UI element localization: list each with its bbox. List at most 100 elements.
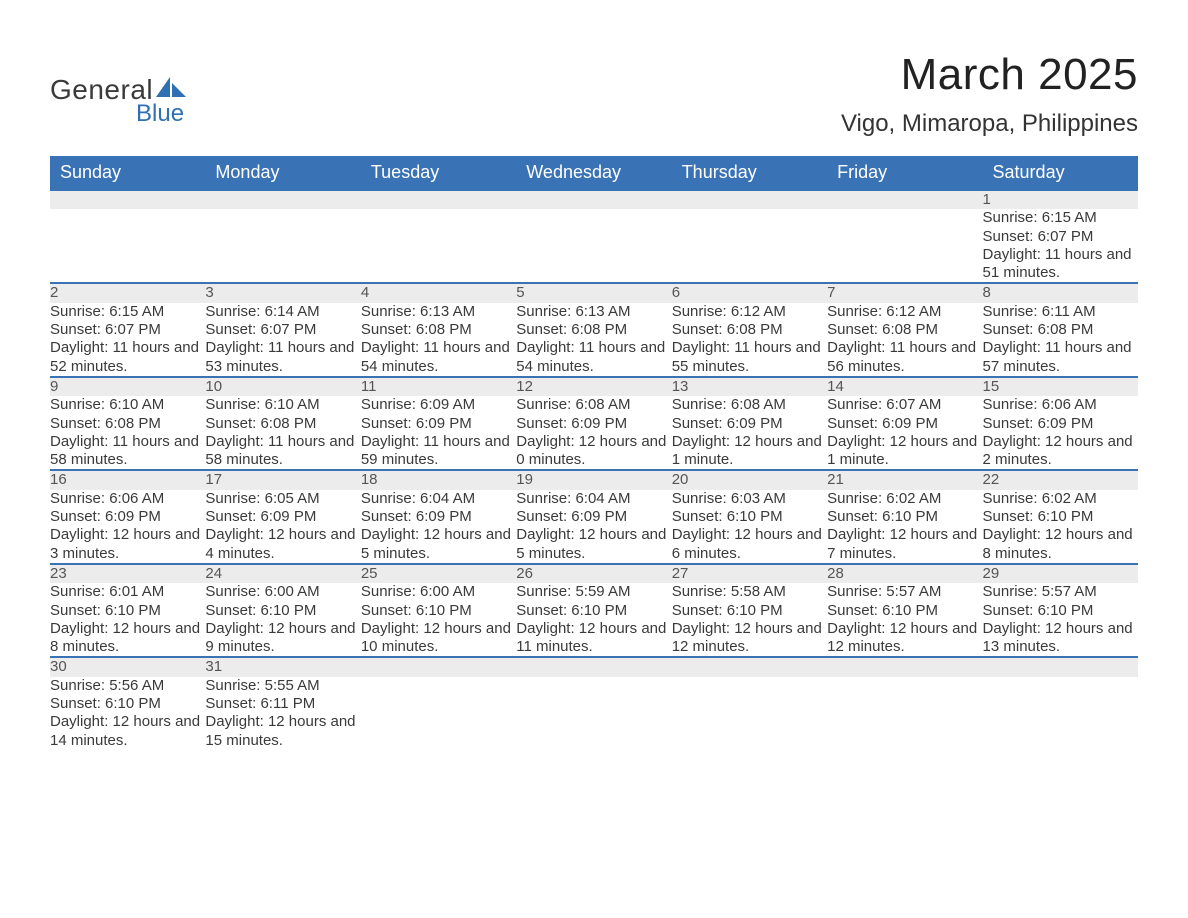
day-number: 27 [672, 564, 827, 583]
day-cell [516, 677, 671, 750]
daydata-row: Sunrise: 6:01 AMSunset: 6:10 PMDaylight:… [50, 583, 1138, 657]
sunset-text: Sunset: 6:10 PM [205, 602, 360, 620]
day-cell: Sunrise: 6:13 AMSunset: 6:08 PMDaylight:… [361, 303, 516, 377]
daylight-text: Daylight: 12 hours and 5 minutes. [361, 526, 516, 563]
sunset-text: Sunset: 6:09 PM [516, 415, 671, 433]
sunrise-text: Sunrise: 5:57 AM [827, 583, 982, 601]
day-cell [205, 209, 360, 283]
day-cell: Sunrise: 6:04 AMSunset: 6:09 PMDaylight:… [516, 490, 671, 564]
sunset-text: Sunset: 6:08 PM [827, 321, 982, 339]
sunset-text: Sunset: 6:09 PM [205, 508, 360, 526]
day-header: Tuesday [361, 156, 516, 190]
logo: General Blue [50, 74, 186, 128]
sunrise-text: Sunrise: 6:12 AM [827, 303, 982, 321]
sunrise-text: Sunrise: 6:03 AM [672, 490, 827, 508]
daylight-text: Daylight: 12 hours and 13 minutes. [983, 620, 1138, 657]
sunrise-text: Sunrise: 6:05 AM [205, 490, 360, 508]
day-cell: Sunrise: 6:15 AMSunset: 6:07 PMDaylight:… [50, 303, 205, 377]
sunrise-text: Sunrise: 6:13 AM [361, 303, 516, 321]
day-number: 20 [672, 470, 827, 489]
day-header: Friday [827, 156, 982, 190]
header: General Blue March 2025 Vigo, Mimaropa, … [50, 50, 1138, 138]
sunrise-text: Sunrise: 6:08 AM [672, 396, 827, 414]
daylight-text: Daylight: 11 hours and 51 minutes. [983, 246, 1138, 283]
daylight-text: Daylight: 12 hours and 2 minutes. [983, 433, 1138, 470]
day-cell: Sunrise: 6:02 AMSunset: 6:10 PMDaylight:… [827, 490, 982, 564]
day-cell: Sunrise: 5:59 AMSunset: 6:10 PMDaylight:… [516, 583, 671, 657]
sunset-text: Sunset: 6:07 PM [205, 321, 360, 339]
day-cell: Sunrise: 6:08 AMSunset: 6:09 PMDaylight:… [672, 396, 827, 470]
sunset-text: Sunset: 6:10 PM [672, 602, 827, 620]
sunset-text: Sunset: 6:08 PM [672, 321, 827, 339]
sunset-text: Sunset: 6:07 PM [983, 228, 1138, 246]
day-cell: Sunrise: 6:04 AMSunset: 6:09 PMDaylight:… [361, 490, 516, 564]
day-cell: Sunrise: 6:15 AMSunset: 6:07 PMDaylight:… [983, 209, 1138, 283]
day-number [983, 657, 1138, 676]
sunrise-text: Sunrise: 6:10 AM [205, 396, 360, 414]
day-number: 23 [50, 564, 205, 583]
day-cell: Sunrise: 6:09 AMSunset: 6:09 PMDaylight:… [361, 396, 516, 470]
day-cell: Sunrise: 5:58 AMSunset: 6:10 PMDaylight:… [672, 583, 827, 657]
day-cell: Sunrise: 5:56 AMSunset: 6:10 PMDaylight:… [50, 677, 205, 750]
daylight-text: Daylight: 11 hours and 57 minutes. [983, 339, 1138, 376]
day-number: 11 [361, 377, 516, 396]
day-cell: Sunrise: 6:10 AMSunset: 6:08 PMDaylight:… [205, 396, 360, 470]
day-number: 25 [361, 564, 516, 583]
sunset-text: Sunset: 6:08 PM [361, 321, 516, 339]
daylight-text: Daylight: 12 hours and 15 minutes. [205, 713, 360, 750]
calendar-table: Sunday Monday Tuesday Wednesday Thursday… [50, 156, 1138, 750]
day-number: 16 [50, 470, 205, 489]
daylight-text: Daylight: 12 hours and 1 minute. [827, 433, 982, 470]
sunrise-text: Sunrise: 6:01 AM [50, 583, 205, 601]
day-number: 13 [672, 377, 827, 396]
title-block: March 2025 Vigo, Mimaropa, Philippines [841, 50, 1138, 138]
daylight-text: Daylight: 12 hours and 9 minutes. [205, 620, 360, 657]
sunrise-text: Sunrise: 5:58 AM [672, 583, 827, 601]
day-number: 31 [205, 657, 360, 676]
day-cell: Sunrise: 6:14 AMSunset: 6:07 PMDaylight:… [205, 303, 360, 377]
month-title: March 2025 [841, 50, 1138, 100]
day-number: 10 [205, 377, 360, 396]
daylight-text: Daylight: 11 hours and 53 minutes. [205, 339, 360, 376]
day-number: 8 [983, 283, 1138, 302]
sunset-text: Sunset: 6:09 PM [516, 508, 671, 526]
day-number: 21 [827, 470, 982, 489]
daylight-text: Daylight: 11 hours and 54 minutes. [361, 339, 516, 376]
daynum-row: 3031 [50, 657, 1138, 676]
day-number: 26 [516, 564, 671, 583]
daylight-text: Daylight: 12 hours and 8 minutes. [983, 526, 1138, 563]
daylight-text: Daylight: 11 hours and 58 minutes. [50, 433, 205, 470]
daydata-row: Sunrise: 6:15 AMSunset: 6:07 PMDaylight:… [50, 303, 1138, 377]
sunrise-text: Sunrise: 5:56 AM [50, 677, 205, 695]
daylight-text: Daylight: 12 hours and 11 minutes. [516, 620, 671, 657]
daylight-text: Daylight: 12 hours and 8 minutes. [50, 620, 205, 657]
day-number: 1 [983, 190, 1138, 209]
sunrise-text: Sunrise: 6:04 AM [516, 490, 671, 508]
day-cell: Sunrise: 6:01 AMSunset: 6:10 PMDaylight:… [50, 583, 205, 657]
day-number: 14 [827, 377, 982, 396]
daynum-row: 2345678 [50, 283, 1138, 302]
sunset-text: Sunset: 6:09 PM [827, 415, 982, 433]
sunset-text: Sunset: 6:10 PM [516, 602, 671, 620]
day-number: 7 [827, 283, 982, 302]
day-cell [50, 209, 205, 283]
day-cell: Sunrise: 5:55 AMSunset: 6:11 PMDaylight:… [205, 677, 360, 750]
sunset-text: Sunset: 6:10 PM [827, 602, 982, 620]
day-number: 30 [50, 657, 205, 676]
day-number [361, 657, 516, 676]
day-header: Wednesday [516, 156, 671, 190]
day-cell: Sunrise: 6:02 AMSunset: 6:10 PMDaylight:… [983, 490, 1138, 564]
sunset-text: Sunset: 6:10 PM [672, 508, 827, 526]
daynum-row: 9101112131415 [50, 377, 1138, 396]
day-header-row: Sunday Monday Tuesday Wednesday Thursday… [50, 156, 1138, 190]
day-cell: Sunrise: 6:10 AMSunset: 6:08 PMDaylight:… [50, 396, 205, 470]
day-cell [516, 209, 671, 283]
day-number [827, 190, 982, 209]
sunrise-text: Sunrise: 6:11 AM [983, 303, 1138, 321]
sunset-text: Sunset: 6:09 PM [361, 508, 516, 526]
sunrise-text: Sunrise: 6:02 AM [827, 490, 982, 508]
day-cell: Sunrise: 6:08 AMSunset: 6:09 PMDaylight:… [516, 396, 671, 470]
sunrise-text: Sunrise: 6:06 AM [50, 490, 205, 508]
daylight-text: Daylight: 11 hours and 55 minutes. [672, 339, 827, 376]
sunrise-text: Sunrise: 6:14 AM [205, 303, 360, 321]
